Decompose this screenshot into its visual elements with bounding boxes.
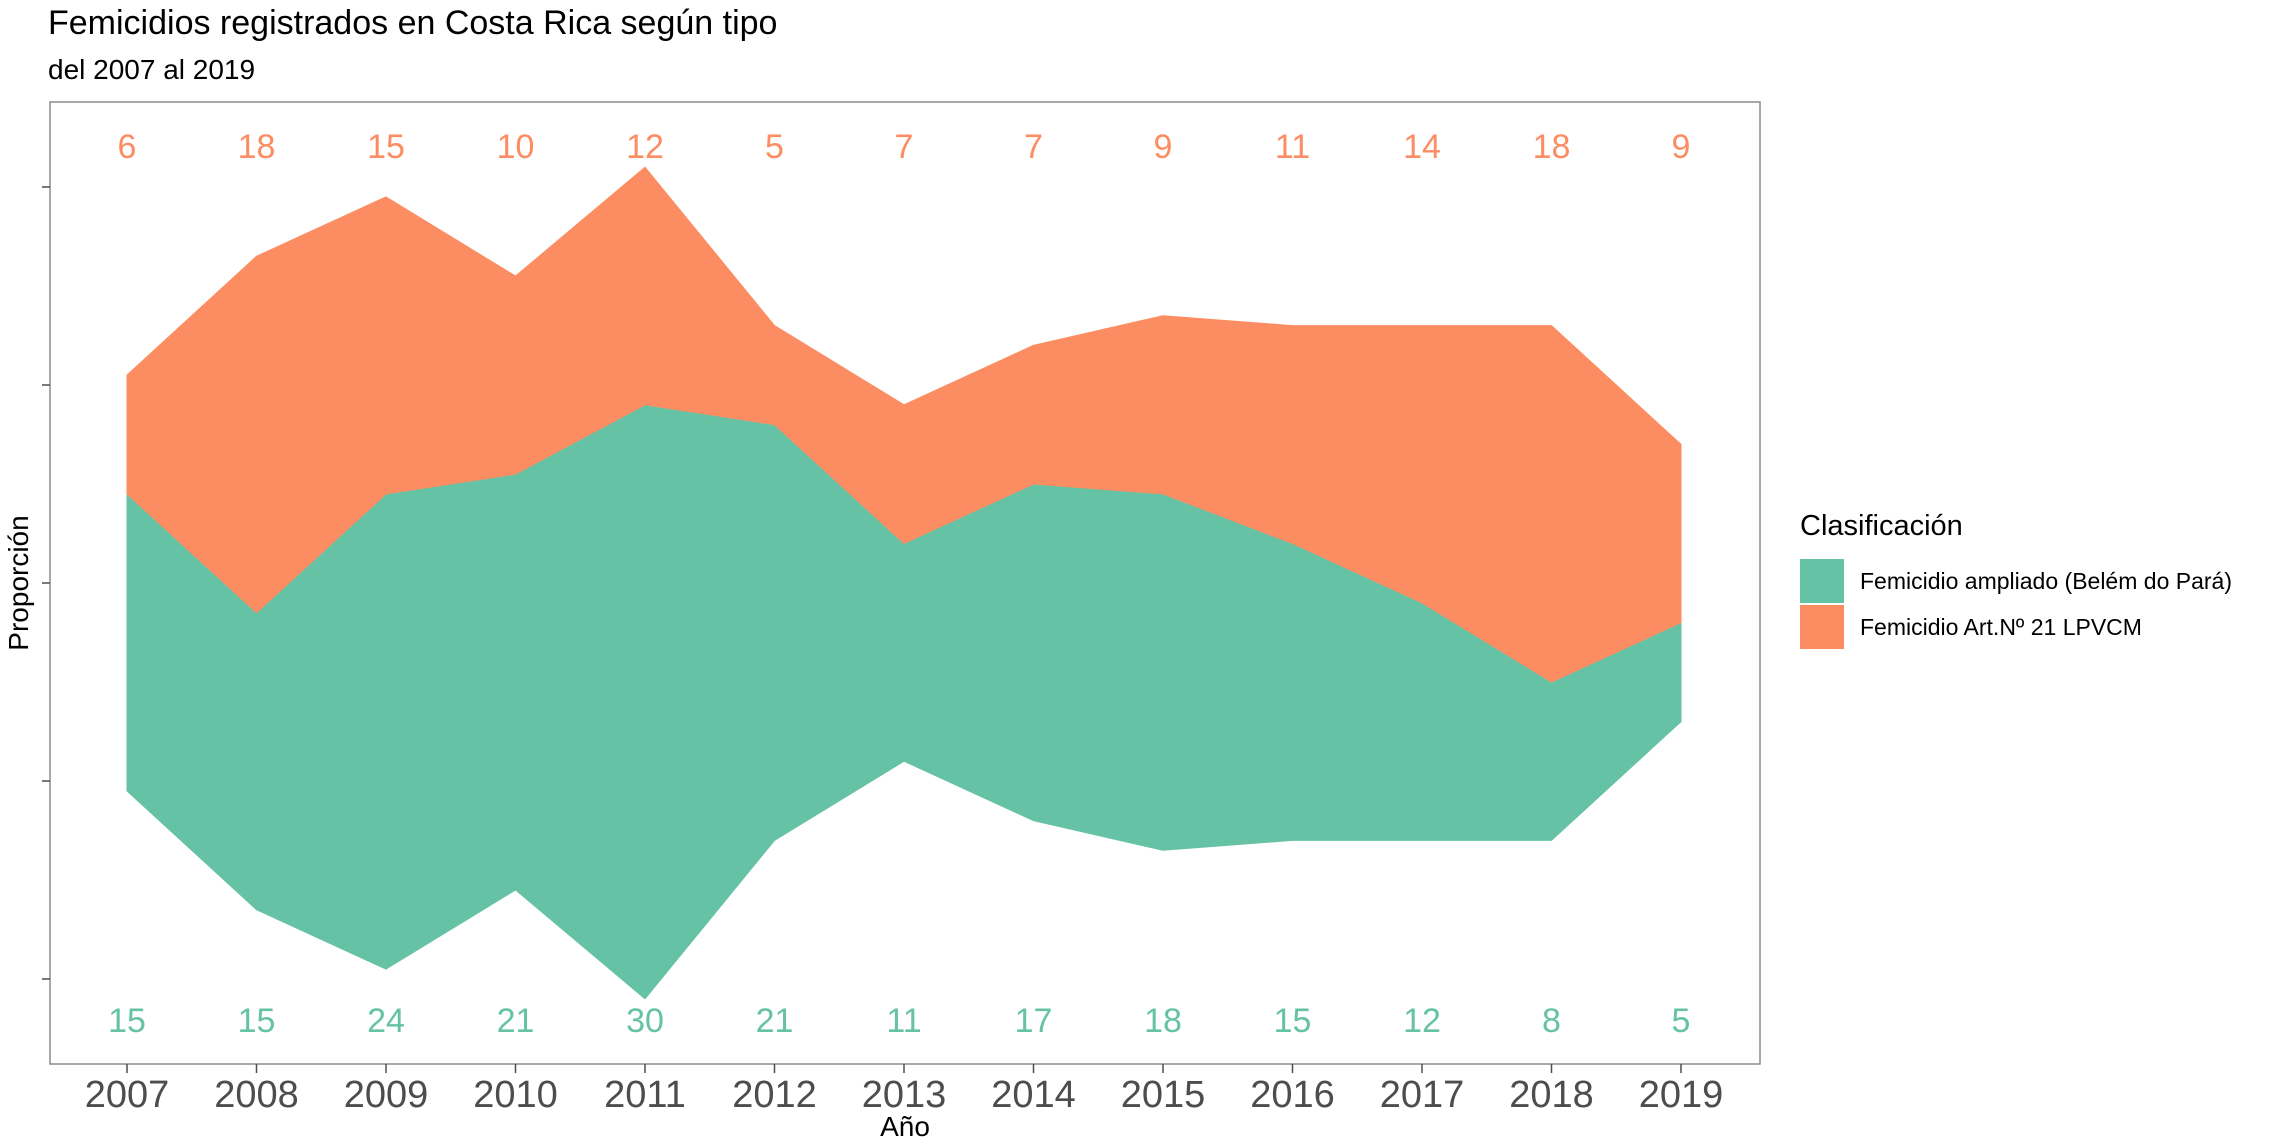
count-label-lpvcm: 9 [1672, 128, 1691, 166]
x-tick-label: 2016 [1250, 1074, 1335, 1116]
x-tick-label: 2010 [473, 1074, 558, 1116]
count-label-lpvcm: 12 [626, 128, 664, 166]
count-label-ampliado: 30 [626, 1002, 664, 1040]
count-label-ampliado: 15 [1274, 1002, 1312, 1040]
legend-swatch-lpvcm [1800, 605, 1844, 649]
count-label-ampliado: 24 [367, 1002, 405, 1040]
layer-lpvcm [126, 166, 1682, 683]
count-label-lpvcm: 9 [1154, 128, 1173, 166]
count-label-ampliado: 11 [886, 1002, 921, 1040]
y-axis-ticks [42, 186, 50, 980]
x-tick-label: 2009 [344, 1074, 429, 1116]
count-label-lpvcm: 15 [367, 128, 405, 166]
count-label-lpvcm: 7 [1024, 128, 1043, 166]
count-label-lpvcm: 10 [497, 128, 535, 166]
x-tick-label: 2014 [991, 1074, 1076, 1116]
x-tick-label: 2015 [1121, 1074, 1206, 1116]
count-label-ampliado: 12 [1403, 1002, 1441, 1040]
count-label-ampliado: 5 [1672, 1002, 1691, 1040]
x-axis-label: Año [880, 1111, 930, 1138]
count-label-lpvcm: 11 [1275, 128, 1310, 166]
count-label-ampliado: 17 [1015, 1002, 1053, 1040]
count-label-ampliado: 21 [497, 1002, 535, 1040]
count-label-lpvcm: 5 [765, 128, 784, 166]
count-label-lpvcm: 14 [1403, 128, 1441, 166]
chart-subtitle: del 2007 al 2019 [48, 54, 256, 85]
stream-layers [126, 166, 1682, 1000]
x-tick-label: 2007 [85, 1074, 170, 1116]
x-tick-label: 2018 [1509, 1074, 1594, 1116]
count-label-ampliado: 18 [1144, 1002, 1182, 1040]
x-tick-label: 2008 [214, 1074, 299, 1116]
y-axis-label: Proporción [3, 515, 34, 650]
chart-title: Femicidios registrados en Costa Rica seg… [48, 4, 778, 42]
x-tick-label: 2011 [604, 1074, 686, 1116]
legend-label-ampliado: Femicidio ampliado (Belém do Pará) [1860, 567, 2232, 594]
legend-swatch-ampliado [1800, 559, 1844, 603]
count-label-lpvcm: 18 [1533, 128, 1571, 166]
count-label-ampliado: 15 [108, 1002, 146, 1040]
legend-item-lpvcm: Femicidio Art.Nº 21 LPVCM [1800, 604, 2142, 650]
streamgraph-chart: 6 15 18 15 15 24 10 21 12 30 5 21 7 11 7 17 9 18 11 15 14 12 1… [3, 101, 1761, 1138]
x-tick-label: 2012 [732, 1074, 817, 1116]
legend-label-lpvcm: Femicidio Art.Nº 21 LPVCM [1860, 613, 2142, 640]
legend-item-ampliado: Femicidio ampliado (Belém do Pará) [1800, 558, 2232, 604]
count-labels: 6 15 18 15 15 24 10 21 12 30 5 21 7 11 7 17 9 18 11 15 14 12 1… [108, 128, 1690, 1040]
count-label-lpvcm: 6 [118, 128, 137, 166]
x-tick-label: 2019 [1639, 1074, 1724, 1116]
count-label-ampliado: 8 [1542, 1002, 1561, 1040]
x-tick-label: 2017 [1380, 1074, 1465, 1116]
x-axis: 2007 2008 2009 2010 2011 2012 2013 2014 2015 2016… [85, 1064, 1724, 1116]
legend-title: Clasificación [1800, 510, 1963, 542]
count-label-lpvcm: 7 [895, 128, 914, 166]
x-tick-label: 2013 [862, 1074, 947, 1116]
count-label-ampliado: 21 [756, 1002, 794, 1040]
count-label-ampliado: 15 [238, 1002, 276, 1040]
count-label-lpvcm: 18 [238, 128, 276, 166]
